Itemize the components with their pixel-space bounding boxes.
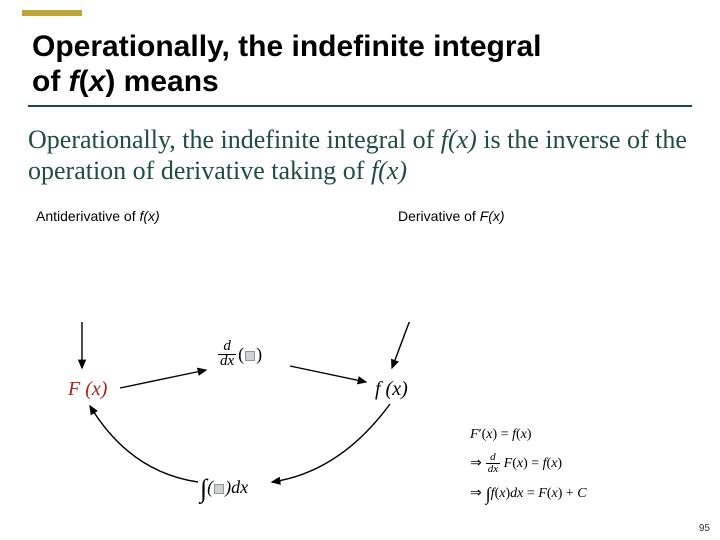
title-line2-pre: of — [32, 65, 69, 98]
labels-row: Antiderivative of f(x) Derivative of F(x… — [28, 208, 692, 232]
title-rule: Operationally, the indefinite integral o… — [28, 22, 692, 107]
placeholder-box-icon — [245, 351, 255, 361]
title-post: ) means — [105, 65, 218, 98]
derivative-label: Derivative of F(x) — [398, 208, 505, 224]
body-fx1: f(x) — [441, 125, 477, 154]
diagram: F (x) f (x) d dx () ∫()dx F′(x) = f(x) ⇒… — [40, 322, 680, 522]
int-dx: dx — [231, 477, 248, 497]
eq-line3: ⇒∫f(x)dx = F(x) + C — [470, 477, 587, 511]
placeholder-box-icon — [214, 484, 224, 494]
body-text: Operationally, the indefinite integral o… — [28, 125, 692, 186]
integral-operator: ∫()dx — [200, 474, 248, 504]
side-equations: F′(x) = f(x) ⇒ddx F(x) = f(x) ⇒∫f(x)dx =… — [470, 422, 587, 511]
ddx-den: dx — [218, 355, 236, 369]
slide-title: Operationally, the indefinite integral o… — [32, 30, 692, 99]
d-dx-operator: d dx () — [218, 340, 262, 368]
eq-line1: F′(x) = f(x) — [470, 422, 587, 449]
body-pre: Operationally, the indefinite integral o… — [28, 125, 441, 154]
title-x: x — [89, 65, 106, 98]
deriv-fx: F(x) — [480, 208, 505, 224]
antiderivative-label: Antiderivative of f(x) — [36, 208, 160, 224]
eq-line2: ⇒ddx F(x) = f(x) — [470, 449, 587, 478]
deriv-pre: Derivative of — [398, 208, 480, 224]
title-f: f — [69, 65, 79, 98]
page-number: 95 — [699, 523, 710, 534]
antideriv-fx: f(x) — [140, 208, 160, 224]
F-of-x: F (x) — [68, 378, 107, 401]
title-line1: Operationally, the indefinite integral — [32, 30, 542, 63]
f-of-x: f (x) — [375, 378, 408, 401]
accent-bar — [22, 10, 82, 16]
antideriv-pre: Antiderivative of — [36, 208, 140, 224]
title-lparen: ( — [79, 65, 89, 98]
body-fx2: f(x) — [371, 156, 407, 185]
